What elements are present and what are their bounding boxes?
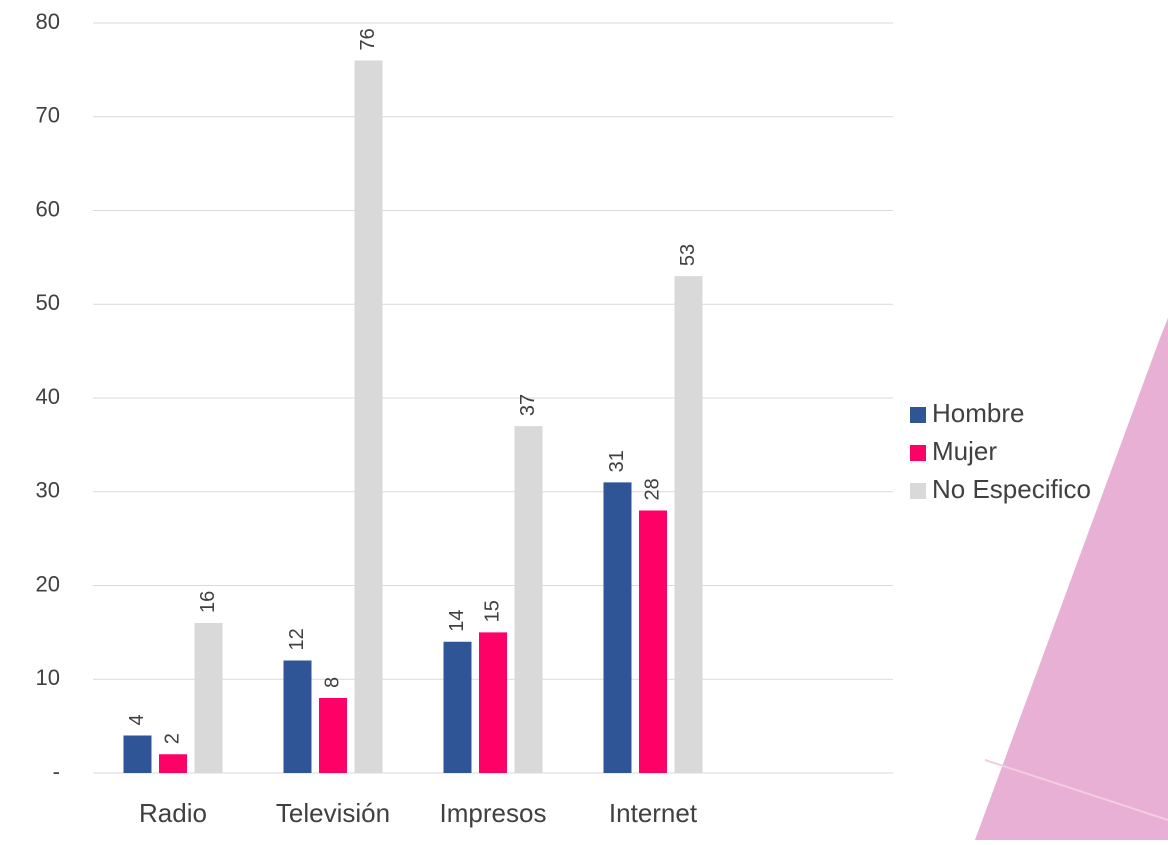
legend-label: No Especifico (932, 474, 1091, 504)
bar (283, 660, 312, 773)
x-tick-label: Radio (139, 798, 207, 828)
legend-label: Hombre (932, 398, 1024, 428)
data-label: 28 (641, 478, 663, 500)
bar (479, 632, 507, 773)
bar (443, 641, 472, 773)
bar (159, 754, 187, 773)
data-label: 16 (197, 591, 219, 613)
legend-swatch (910, 407, 926, 423)
data-label: 31 (606, 450, 628, 472)
y-tick-label: 70 (36, 103, 60, 128)
data-label: 53 (677, 244, 699, 266)
y-tick-label: 10 (36, 665, 60, 690)
x-tick-label: Televisión (276, 798, 390, 828)
data-label: 2 (161, 733, 183, 744)
background-line (984, 759, 1168, 821)
bar (123, 735, 152, 773)
legend-swatch (910, 445, 926, 461)
y-tick-label: 60 (36, 196, 60, 221)
legend-label: Mujer (932, 436, 997, 466)
x-tick-label: Impresos (440, 798, 547, 828)
bar (514, 426, 543, 773)
data-label: 76 (357, 28, 379, 50)
x-tick-label: Internet (609, 798, 698, 828)
y-tick-label: 20 (36, 571, 60, 596)
data-label: 37 (517, 394, 539, 416)
data-label: 4 (126, 714, 148, 725)
y-tick-label: 40 (36, 384, 60, 409)
bar (674, 276, 703, 773)
bar (194, 623, 223, 773)
y-tick-label: 80 (36, 9, 60, 34)
background-shape (975, 318, 1168, 840)
y-tick-label: 30 (36, 478, 60, 503)
legend-swatch (910, 483, 926, 499)
y-tick-label: - (53, 759, 60, 784)
data-label: 12 (286, 628, 308, 650)
bar (319, 698, 347, 773)
data-label: 15 (481, 600, 503, 622)
bar (603, 482, 632, 773)
data-label: 8 (321, 677, 343, 688)
bar (639, 510, 667, 773)
bar (354, 60, 383, 773)
data-label: 14 (446, 610, 468, 632)
y-tick-label: 50 (36, 290, 60, 315)
